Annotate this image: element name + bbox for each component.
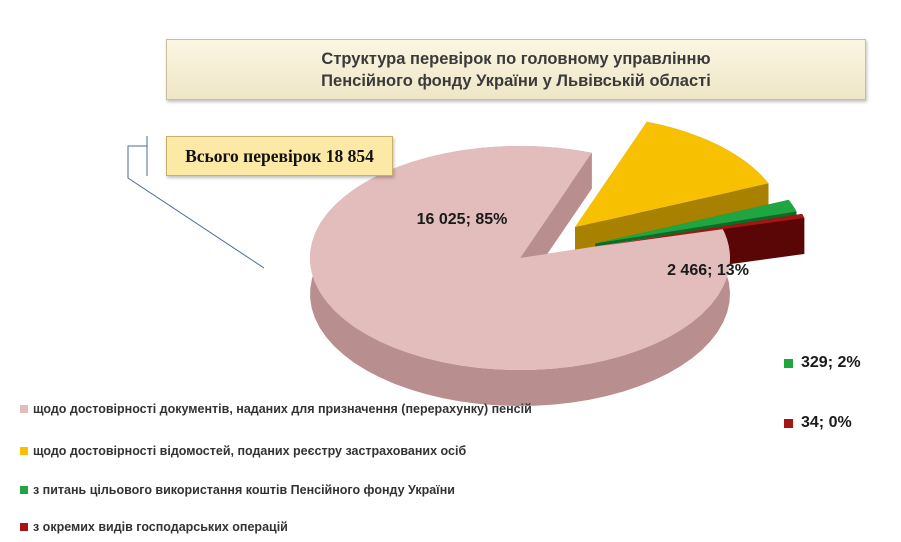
legend-label-funds: з питань цільового використання коштів П… — [33, 483, 455, 497]
chart-title-line-1: Структура перевірок по головному управлі… — [321, 49, 711, 68]
pie-slice-funds — [595, 199, 797, 244]
legend-swatch-documents — [20, 405, 28, 413]
total-connector-bracket — [127, 136, 265, 269]
legend-swatch-funds — [20, 486, 28, 494]
legend-label-registry: щодо достовірності відомостей, поданих р… — [33, 444, 467, 458]
slice-label-funds-swatch — [784, 358, 793, 368]
slice-label-funds-text: 329; 2% — [801, 354, 861, 371]
chart-title-line-2: Пенсійного фонду України у Львівській об… — [321, 71, 711, 90]
pie-slice-operations — [600, 213, 805, 246]
legend-item-documents: щодо достовірності документів, наданих д… — [20, 402, 532, 416]
slice-label-funds: 329; 2% — [784, 354, 861, 372]
legend-swatch-operations — [20, 523, 28, 531]
slice-label-operations: 34; 0% — [784, 414, 852, 432]
legend-item-funds: з питань цільового використання коштів П… — [20, 483, 455, 497]
pie-slice-registry — [575, 121, 769, 228]
chart-title: Структура перевірок по головному управлі… — [166, 39, 866, 100]
legend-item-operations: з окремих видів господарських операцій — [20, 520, 288, 534]
legend-item-registry: щодо достовірності відомостей, поданих р… — [20, 444, 466, 458]
slice-label-operations-text: 34; 0% — [801, 414, 852, 431]
slice-label-registry: 2 466; 13% — [667, 262, 749, 279]
slice-label-operations-swatch — [784, 418, 793, 428]
total-checks-label: Всього перевірок 18 854 — [166, 136, 393, 176]
pie-slice-documents — [309, 145, 730, 371]
slice-label-documents: 16 025; 85% — [417, 211, 508, 228]
legend-label-documents: щодо достовірності документів, наданих д… — [33, 402, 532, 416]
legend-swatch-registry — [20, 447, 28, 455]
legend-label-operations: з окремих видів господарських операцій — [33, 520, 288, 534]
